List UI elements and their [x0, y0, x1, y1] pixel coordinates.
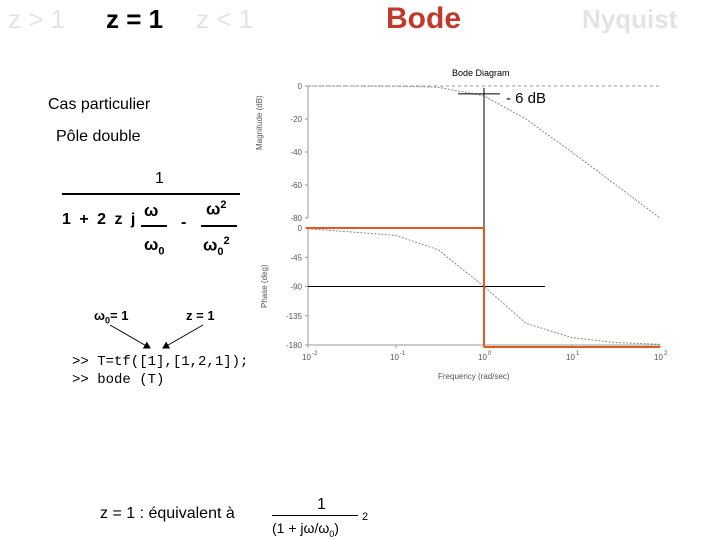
w0-equals-1: ω0= 1 — [94, 308, 129, 326]
phase-tick-label: -180 — [286, 341, 303, 350]
tab-z-equal-1[interactable]: z = 1 — [106, 4, 164, 34]
mag-ylabel: Magnitude (dB) — [255, 95, 264, 150]
equiv-exponent: 2 — [362, 511, 369, 523]
tf-main-fraction-bar — [62, 193, 240, 195]
equiv-fraction-bar — [272, 515, 358, 516]
phase-curve — [307, 228, 661, 345]
x-tick-label: 10 — [654, 353, 663, 362]
x-tick-exponent: 1 — [576, 351, 580, 357]
x-tick-exponent: 2 — [664, 351, 668, 357]
minus-6db-annotation: - 6 dB — [506, 90, 547, 107]
x-tick-exponent: 0 — [488, 351, 492, 357]
bode-xlabel: Frequency (rad/sec) — [438, 372, 510, 381]
mag-tick-label: -20 — [290, 115, 302, 124]
mag-tick-label: 0 — [298, 82, 303, 91]
phase-ylabel: Phase (deg) — [260, 264, 269, 308]
z-equals-1: z = 1 — [186, 308, 215, 323]
cas-particulier-text: Cas particulier — [48, 96, 151, 113]
tf-omega-squared: ω2 — [206, 199, 227, 219]
x-tick-label: 10 — [302, 353, 311, 362]
tf-omega0-squared: ω02 — [203, 235, 230, 259]
equiv-numerator: 1 — [317, 496, 326, 513]
tf-numerator: 1 — [155, 170, 164, 187]
x-tick-label: 10 — [478, 353, 487, 362]
tf-den-prefix: 1 + 2 z j — [62, 211, 138, 228]
phase-tick-label: 0 — [298, 224, 303, 233]
x-tick-label: 10 — [566, 353, 575, 362]
x-tick-exponent: -1 — [400, 351, 406, 357]
arrow-z — [162, 324, 204, 349]
mag-tick-label: -80 — [290, 214, 302, 223]
tab-z-greater-1[interactable]: z > 1 — [8, 4, 66, 34]
tf-small-bar-1 — [141, 225, 167, 227]
tf-omega0: ω0 — [144, 235, 165, 258]
equiv-text: z = 1 : équivalent à — [100, 505, 235, 522]
code-line-1: >> T=tf([1],[1,2,1]); — [72, 354, 249, 370]
tab-z-less-1[interactable]: z < 1 — [196, 4, 254, 34]
equiv-denominator: (1 + jω/ω0) — [272, 520, 339, 539]
pole-double-text: Pôle double — [56, 128, 141, 145]
tab-nyquist[interactable]: Nyquist — [582, 4, 678, 34]
phase-tick-label: -135 — [286, 312, 303, 321]
x-tick-exponent: -2 — [312, 351, 318, 357]
magnitude-curve — [307, 85, 661, 219]
tf-small-bar-2 — [201, 225, 237, 227]
arrow-w0 — [109, 324, 151, 349]
tab-bode[interactable]: Bode — [386, 2, 461, 35]
bode-title: Bode Diagram — [452, 68, 510, 78]
phase-tick-label: -90 — [290, 283, 302, 292]
code-line-2: >> bode (T) — [72, 372, 165, 388]
mag-tick-label: -60 — [290, 181, 302, 190]
phase-tick-label: -45 — [290, 253, 302, 262]
tf-minus: - — [181, 214, 187, 231]
x-tick-label: 10 — [390, 353, 399, 362]
mag-tick-label: -40 — [290, 148, 302, 157]
tf-omega: ω — [144, 201, 159, 220]
